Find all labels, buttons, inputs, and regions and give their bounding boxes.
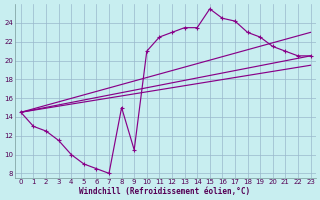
X-axis label: Windchill (Refroidissement éolien,°C): Windchill (Refroidissement éolien,°C): [79, 187, 251, 196]
